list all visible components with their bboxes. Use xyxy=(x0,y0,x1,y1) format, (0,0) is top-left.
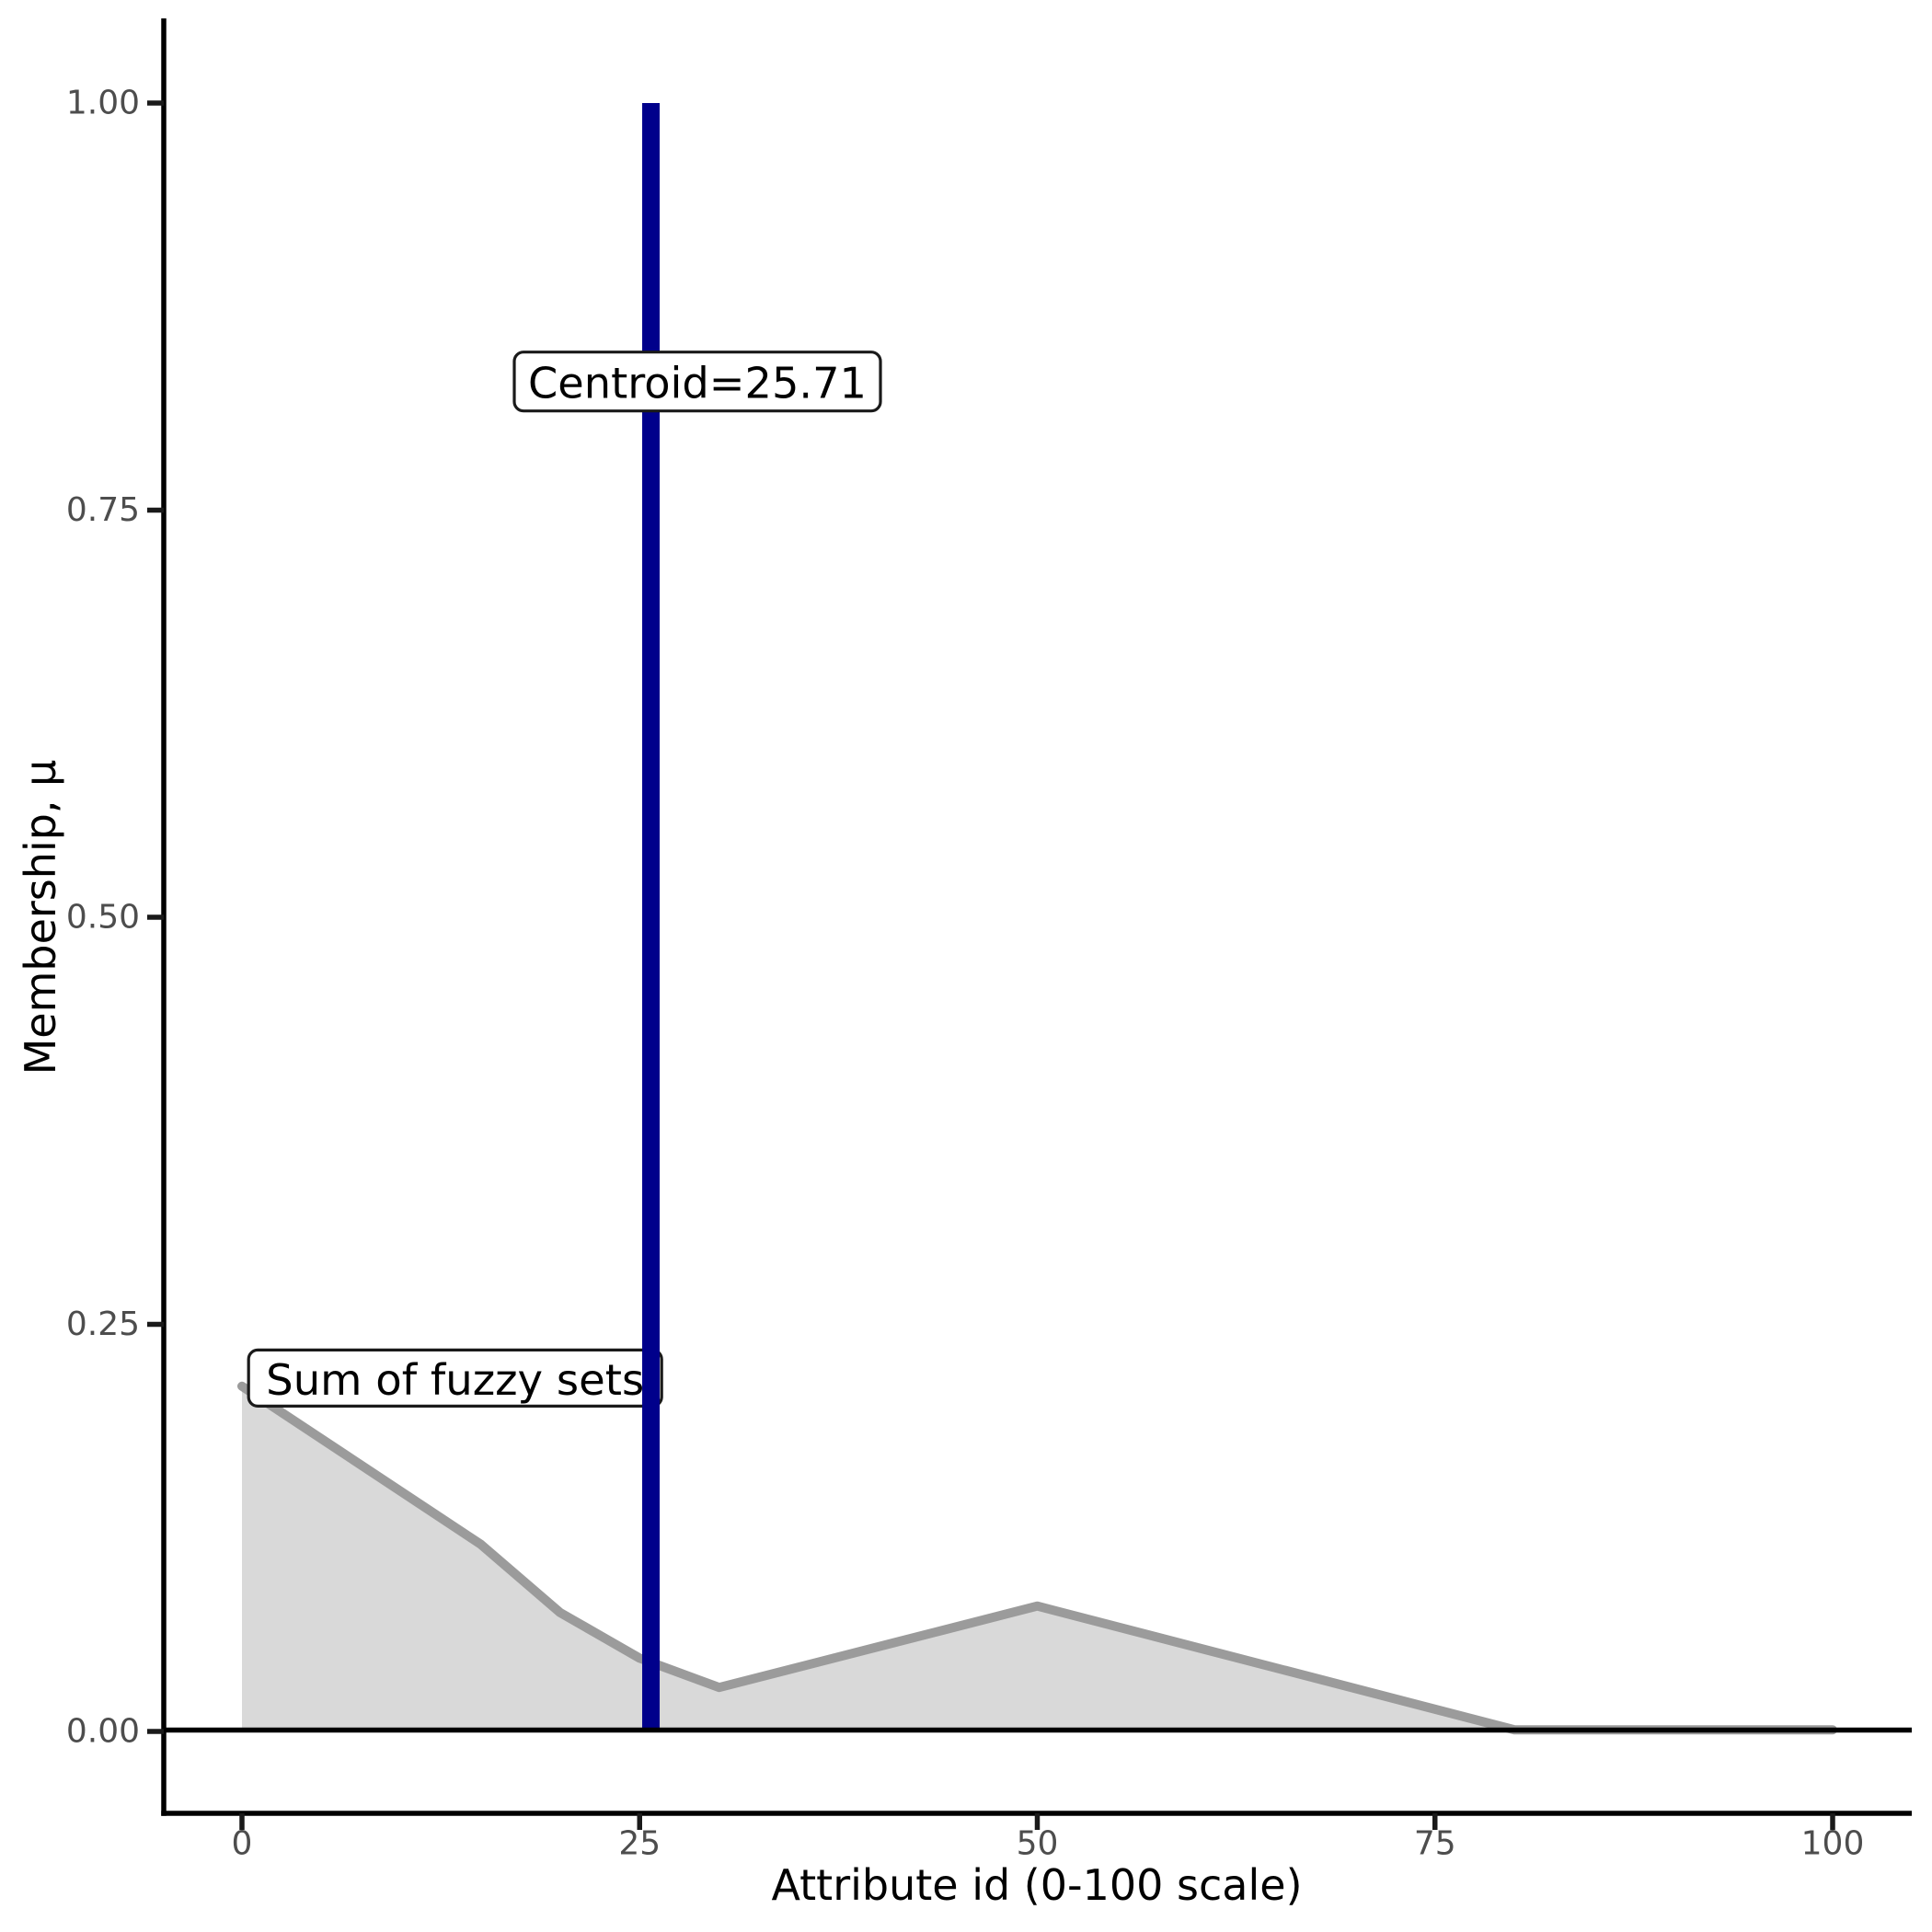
centroid-label-group: Centroid=25.71 xyxy=(512,351,882,413)
sum-series-area xyxy=(242,1386,1833,1731)
annotation-top-layer: Centroid=25.71 xyxy=(512,351,882,413)
x-axis-title: Attribute id (0-100 scale) xyxy=(771,1860,1302,1910)
y-tick-label: 0.25 xyxy=(66,1305,140,1343)
sum-series-line xyxy=(237,1381,1837,1735)
sum-series-line-layer xyxy=(237,1381,1837,1735)
sum-label-text: Sum of fuzzy sets xyxy=(266,1355,644,1405)
y-tick-label: 0.00 xyxy=(66,1713,140,1751)
x-tick-label: 50 xyxy=(1017,1825,1059,1863)
sum-series-area-layer xyxy=(242,1386,1833,1731)
x-tick-label: 100 xyxy=(1801,1825,1865,1863)
x-tick-label: 0 xyxy=(232,1825,253,1863)
sum-label-box xyxy=(247,1348,663,1409)
y-tick-label: 1.00 xyxy=(66,85,140,122)
y-tick-label: 0.75 xyxy=(66,491,140,529)
annotation-under-layer: Sum of fuzzy sets xyxy=(247,1348,663,1409)
y-axis-title: Membership, μ xyxy=(16,760,65,1075)
sum-label-group: Sum of fuzzy sets xyxy=(247,1348,663,1409)
tick-layer: 0 25 50 75 100 0.00 0.25 0.50 0.75 1.00 xyxy=(66,85,1865,1863)
centroid-label-text: Centroid=25.71 xyxy=(528,359,867,408)
x-tick-label: 25 xyxy=(618,1825,661,1863)
x-tick-label: 75 xyxy=(1414,1825,1456,1863)
y-tick-label: 0.50 xyxy=(66,899,140,937)
centroid-label-box xyxy=(512,351,882,413)
